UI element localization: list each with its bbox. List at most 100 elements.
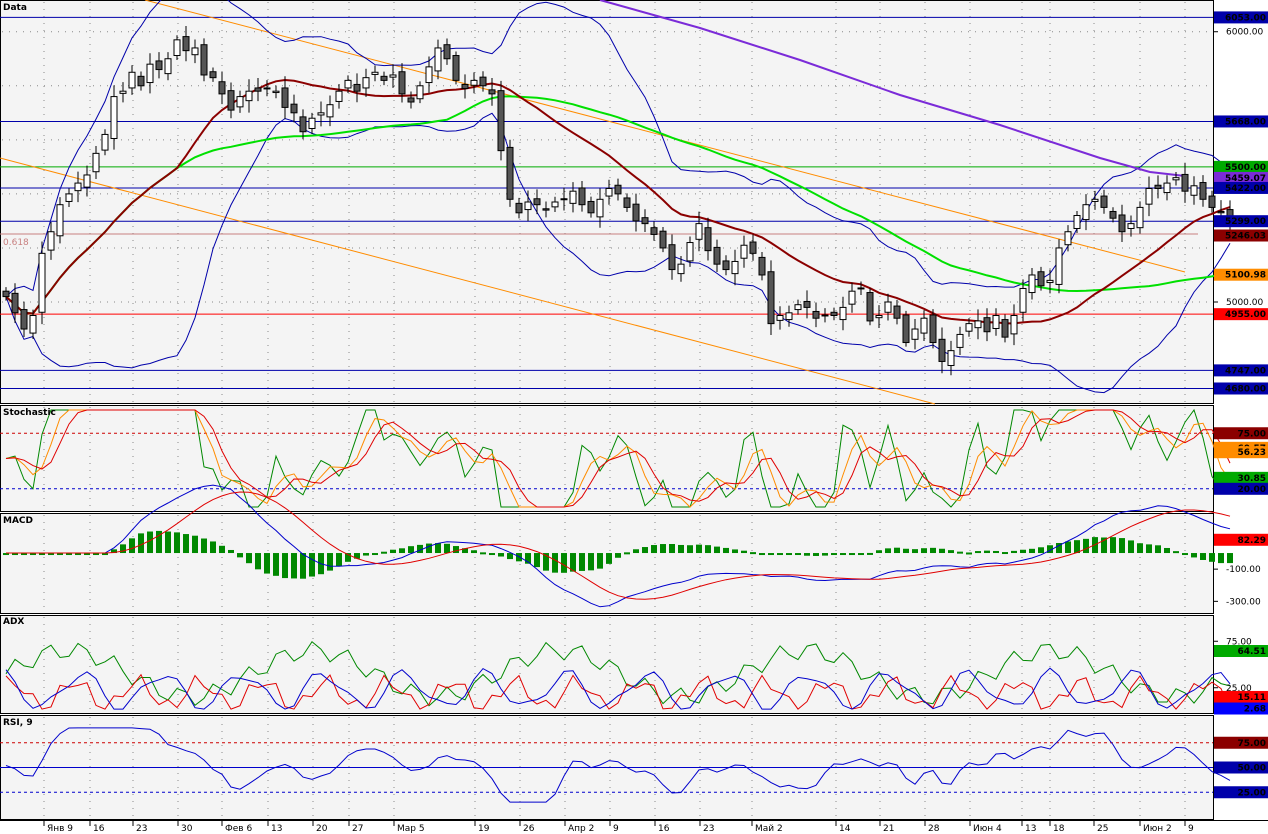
- candle-body: [1091, 198, 1099, 202]
- macd-histogram-bar: [102, 553, 108, 556]
- stoch-value-label: 56.23: [1238, 448, 1266, 458]
- candle-body: [623, 197, 631, 208]
- macd-histogram-bar: [966, 552, 972, 555]
- macd-histogram-bar: [237, 553, 243, 558]
- candle-body: [578, 187, 586, 206]
- candle-body: [1199, 182, 1207, 200]
- macd-histogram-bar: [975, 551, 981, 554]
- x-tick-label: 21: [883, 824, 894, 834]
- price-level-label: 5100.98: [1225, 271, 1266, 281]
- candle-body: [1082, 204, 1090, 221]
- candle-body: [1172, 177, 1180, 181]
- macd-histogram-bar: [1128, 540, 1134, 554]
- candle-body: [668, 244, 676, 271]
- macd-histogram-bar: [948, 550, 954, 554]
- macd-histogram-bar: [930, 547, 936, 554]
- candle-body: [542, 208, 550, 211]
- macd-histogram-bar: [624, 552, 630, 555]
- macd-histogram-bar: [426, 543, 432, 554]
- price-level-label-box: [1214, 115, 1268, 128]
- macd-histogram-bar: [390, 549, 396, 554]
- macd-histogram-bar: [507, 553, 513, 560]
- macd-histogram-bar: [552, 553, 558, 573]
- price-level-label-box: [1214, 215, 1268, 228]
- macd-histogram-bar: [1182, 553, 1188, 556]
- macd-histogram-bar: [768, 553, 774, 556]
- candle-body: [371, 71, 379, 75]
- macd-histogram-bar: [912, 549, 918, 554]
- price-level-label: 5459.07: [1225, 174, 1266, 184]
- candle-body: [2, 290, 10, 298]
- candle-body: [749, 241, 757, 254]
- macd-histogram-bar: [1173, 551, 1179, 554]
- macd-histogram-bar: [858, 553, 864, 556]
- macd-histogram-bar: [66, 553, 72, 556]
- candle-body: [506, 146, 514, 200]
- candle-body: [875, 315, 883, 319]
- candle-body: [1136, 206, 1144, 229]
- price-level-label: 5668.00: [1225, 117, 1266, 127]
- candle-body: [470, 79, 478, 86]
- candle-body: [677, 263, 685, 275]
- macd-histogram-bar: [12, 553, 18, 556]
- macd-histogram-bar: [939, 548, 945, 554]
- candle-body: [1118, 214, 1126, 233]
- macd-histogram-bar: [678, 544, 684, 554]
- channel-lower: [0, 157, 936, 405]
- price-level-label-box: [1214, 171, 1268, 184]
- macd-histogram-bar: [282, 553, 288, 579]
- price-level-label: 5299.00: [1225, 217, 1266, 227]
- macd-histogram-bar: [723, 547, 729, 554]
- candle-body: [74, 182, 82, 192]
- macd-histogram-bar: [57, 553, 63, 556]
- candle-body: [893, 305, 901, 319]
- candle-body: [497, 90, 505, 152]
- candle-body: [641, 217, 649, 225]
- rsi-value-label: 25.00: [1238, 788, 1266, 798]
- x-tick-label: 13: [1025, 824, 1036, 834]
- adx-minus-di: [5, 673, 1231, 710]
- macd-histogram-bar: [903, 548, 909, 554]
- macd-histogram-bar: [363, 553, 369, 556]
- macd-histogram-bar: [534, 553, 540, 568]
- candle-body: [983, 317, 991, 333]
- macd-histogram-bar: [201, 538, 207, 554]
- candle-body: [308, 117, 316, 129]
- candle-body: [56, 204, 64, 237]
- macd-histogram-bar: [642, 547, 648, 554]
- adx-value-label: 64.51: [1238, 647, 1266, 657]
- macd-histogram-bar: [849, 553, 855, 556]
- macd-histogram-bar: [795, 553, 801, 556]
- macd-histogram-bar: [1011, 550, 1017, 554]
- rsi-value-label: 50.00: [1238, 764, 1266, 774]
- candle-body: [1001, 319, 1009, 338]
- candle-body: [758, 256, 766, 276]
- candle-body: [353, 83, 361, 92]
- adx-value-label: 15.11: [1238, 693, 1266, 703]
- macd-signal: [6, 491, 1231, 600]
- macd-histogram-bar: [570, 553, 576, 572]
- candle-body: [1100, 195, 1108, 208]
- candle-body: [1064, 231, 1072, 246]
- macd-histogram-bar: [1020, 549, 1026, 554]
- macd-histogram-bar: [1137, 543, 1143, 554]
- macd-histogram-bar: [84, 553, 90, 556]
- stoch-value-label: 75.00: [1238, 429, 1266, 439]
- stochastic-panel-title: Stochastic: [3, 408, 56, 418]
- macd-histogram-bar: [1155, 545, 1161, 554]
- x-tick-label: Май 2: [755, 824, 783, 834]
- candle-body: [416, 85, 424, 100]
- candle-body: [1037, 271, 1045, 287]
- stoch-d: [5, 409, 1231, 508]
- macd-histogram-bar: [732, 549, 738, 554]
- candle-body: [1145, 187, 1153, 205]
- candle-body: [956, 333, 964, 348]
- candle-body: [209, 71, 217, 79]
- macd-histogram-bar: [39, 553, 45, 556]
- stoch-value-label-box: [1214, 482, 1268, 495]
- macd-histogram-bar: [1209, 553, 1215, 562]
- stoch-value-label-box: [1214, 446, 1268, 459]
- candle-body: [929, 314, 937, 344]
- stoch-k: [5, 408, 1231, 508]
- macd-histogram-bar: [453, 546, 459, 554]
